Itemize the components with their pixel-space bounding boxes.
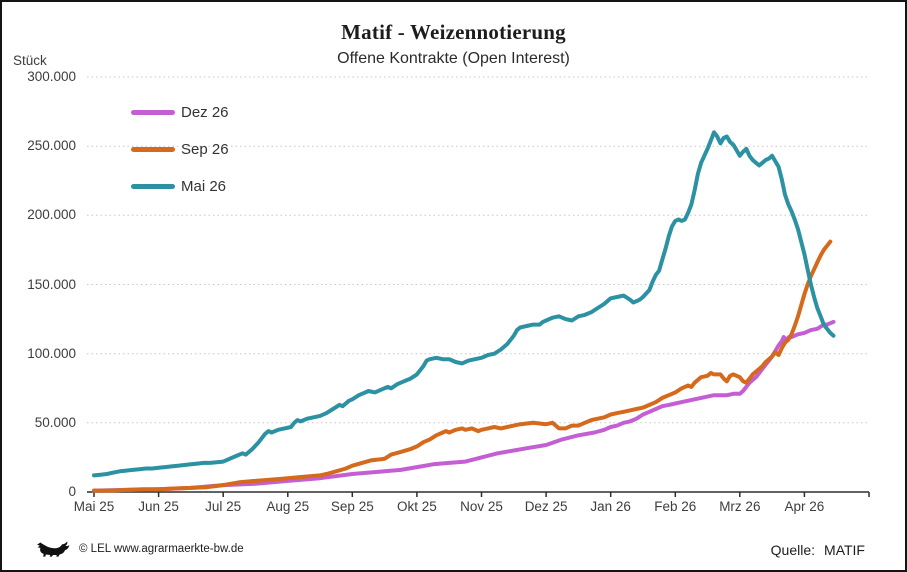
y-tick-label: 100.000	[27, 345, 76, 361]
x-tick-label: Feb 26	[654, 499, 697, 514]
y-axis-unit-label: Stück	[13, 53, 47, 68]
y-tick-label: 50.000	[34, 414, 76, 430]
legend-item-dez-26: Dez 26	[131, 101, 229, 123]
y-tick-label: 0	[68, 484, 76, 499]
legend-swatch	[131, 183, 175, 189]
legend-item-mai-26: Mai 26	[131, 175, 229, 197]
x-tick-label: Apr 26	[784, 499, 825, 514]
legend-label: Sep 26	[181, 140, 229, 158]
chart-legend: Dez 26 Sep 26 Mai 26	[131, 101, 229, 197]
bw-lion-logo	[37, 541, 70, 557]
x-tick-label: Jun 25	[138, 499, 179, 514]
series-line-sep-26	[92, 239, 833, 493]
legend-swatch	[131, 109, 175, 115]
chart-subtitle: Offene Kontrakte (Open Interest)	[337, 50, 570, 67]
series-line-dez-26	[92, 319, 836, 493]
x-tick-label: Sep 25	[330, 499, 374, 514]
copyright-text: © LEL www.agrarmaerkte-bw.de	[79, 543, 244, 555]
x-tick-label: Jan 26	[590, 499, 631, 514]
x-tick-label: Aug 25	[266, 499, 310, 514]
x-tick-label: Mai 25	[73, 499, 115, 514]
legend-label: Mai 26	[181, 177, 227, 195]
x-tick-label: Jul 25	[205, 499, 242, 514]
y-tick-label: 150.000	[27, 276, 76, 292]
x-tick-label: Mrz 26	[719, 499, 761, 514]
legend-item-sep-26: Sep 26	[131, 138, 229, 160]
x-tick-label: Nov 25	[460, 499, 503, 514]
source-value: MATIF	[824, 542, 865, 558]
chart-title: Matif - Weizennotierung	[341, 20, 566, 44]
legend-label: Dez 26	[181, 103, 229, 121]
x-tick-label: Dez 25	[524, 499, 568, 514]
series-line-mai-26	[92, 130, 836, 478]
source-note: Quelle: MATIF	[771, 542, 865, 558]
legend-swatch	[131, 146, 175, 152]
y-tick-label: 250.000	[27, 138, 76, 154]
source-label: Quelle:	[770, 542, 816, 558]
footer-left: © LEL www.agrarmaerkte-bw.de	[36, 539, 244, 559]
y-tick-label: 300.000	[27, 69, 76, 84]
y-tick-label: 200.000	[27, 207, 76, 223]
x-tick-label: Okt 25	[397, 499, 437, 514]
